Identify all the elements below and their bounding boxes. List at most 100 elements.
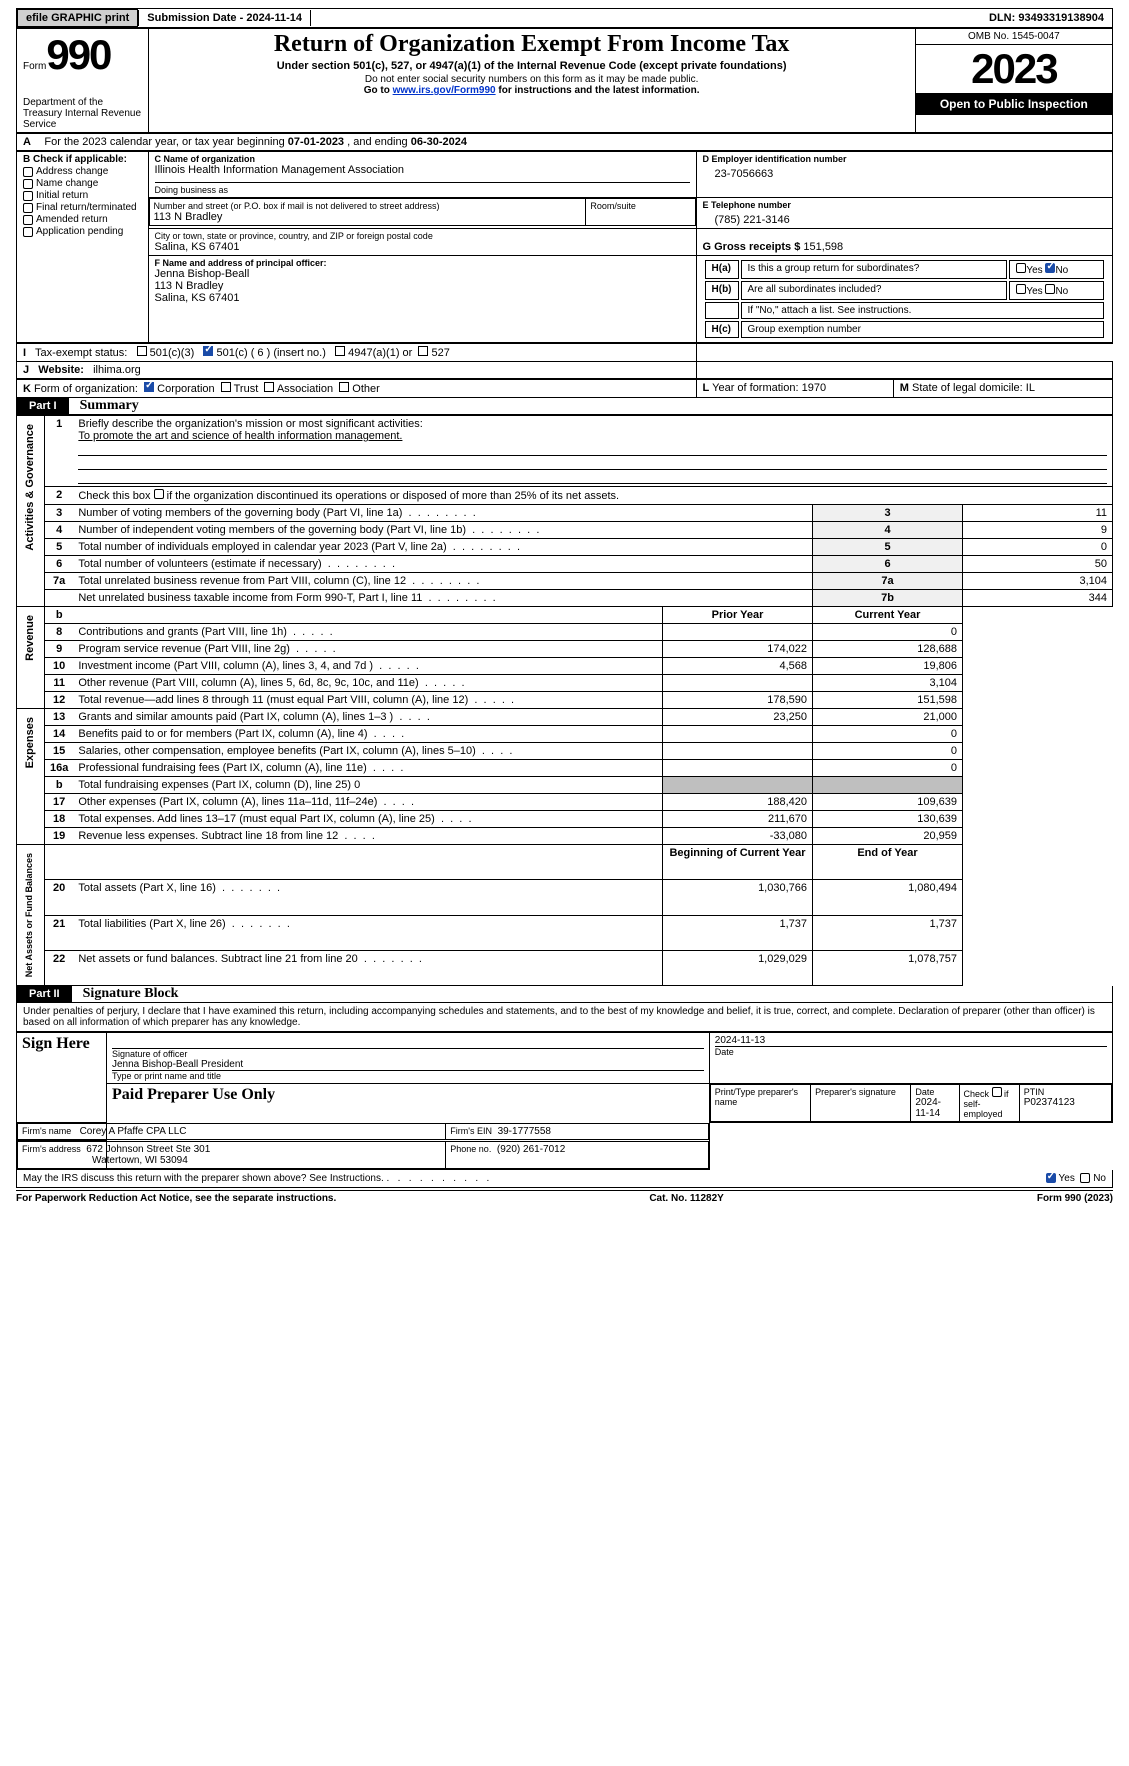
discuss-yes-label: Yes (1059, 1173, 1075, 1184)
check-trust[interactable] (221, 382, 231, 392)
section-side-label: Expenses (22, 711, 38, 774)
gross-receipts-label: G Gross receipts $ (703, 241, 804, 253)
summary-row: 15 Salaries, other compensation, employe… (17, 743, 1113, 760)
type-name-label: Type or print name and title (112, 1070, 704, 1081)
summary-row: 10 Investment income (Part VIII, column … (17, 658, 1113, 675)
footer-right: Form 990 (2023) (1037, 1193, 1113, 1204)
prep-date-value: 2024-11-14 (915, 1097, 954, 1119)
firm-phone-value: (920) 261-7012 (497, 1144, 565, 1155)
ha-text: Is this a group return for subordinates? (741, 260, 1008, 279)
check-other[interactable] (339, 382, 349, 392)
officer-sig-name: Jenna Bishop-Beall President (112, 1059, 704, 1070)
check-final-return[interactable]: Final return/terminated (23, 202, 142, 213)
form-org-label: Form of organization: (34, 383, 138, 395)
firm-addr1: 672 Johnson Street Ste 301 (86, 1144, 210, 1155)
check-name-change[interactable]: Name change (23, 178, 142, 189)
ha-yes-check[interactable] (1016, 263, 1026, 273)
goto-post: for instructions and the latest informat… (496, 85, 700, 96)
footer-left: For Paperwork Reduction Act Notice, see … (16, 1193, 336, 1204)
prep-sig-label: Preparer's signature (815, 1087, 906, 1097)
form-title: Return of Organization Exempt From Incom… (155, 31, 909, 58)
part2-header-row: Part II Signature Block (16, 986, 1113, 1003)
summary-row: Net unrelated business taxable income fr… (17, 590, 1113, 607)
phone-value: (785) 221-3146 (703, 210, 1106, 226)
dba-label: Doing business as (155, 182, 690, 195)
dln: DLN: 93493319138904 (981, 10, 1112, 26)
hc-text: Group exemption number (741, 321, 1104, 338)
discuss-no-check[interactable] (1080, 1173, 1090, 1183)
efile-print-button[interactable]: efile GRAPHIC print (17, 9, 138, 27)
tax-exempt-label: Tax-exempt status: (35, 347, 127, 359)
check-initial-return[interactable]: Initial return (23, 190, 142, 201)
form-number: 990 (46, 31, 110, 78)
section-side-label: Activities & Governance (22, 418, 38, 557)
check-name-change-label: Name change (36, 178, 98, 189)
period-text-b: , and ending (347, 136, 411, 148)
check-501c3[interactable] (137, 346, 147, 356)
summary-row: 22 Net assets or fund balances. Subtract… (17, 950, 1113, 985)
check-amended-return[interactable]: Amended return (23, 214, 142, 225)
ha-no-label: No (1055, 265, 1068, 276)
ssn-warning: Do not enter social security numbers on … (155, 74, 909, 85)
box-j-label: J (23, 364, 29, 376)
irs-link[interactable]: www.irs.gov/Form990 (393, 85, 496, 96)
hc-label: H(c) (712, 324, 731, 335)
officer-addr2: Salina, KS 67401 (155, 292, 690, 304)
room-label: Room/suite (590, 201, 690, 211)
check-self-employed[interactable] (992, 1087, 1002, 1097)
sig-officer-label: Signature of officer (112, 1049, 704, 1059)
section-side-label: Net Assets or Fund Balances (22, 847, 36, 983)
summary-row: 6 Total number of volunteers (estimate i… (17, 556, 1113, 573)
check-app-pending[interactable]: Application pending (23, 226, 142, 237)
hb-no-check[interactable] (1045, 284, 1055, 294)
submission-date-value: 2024-11-14 (246, 12, 302, 24)
org-name: Illinois Health Information Management A… (155, 164, 690, 176)
ha-no-check[interactable] (1045, 263, 1055, 273)
summary-row: 18 Total expenses. Add lines 13–17 (must… (17, 811, 1113, 828)
sig-date-value: 2024-11-13 (715, 1035, 1107, 1047)
opt-trust: Trust (234, 383, 259, 395)
summary-row: 17 Other expenses (Part IX, column (A), … (17, 794, 1113, 811)
summary-row: 2 Check this box if the organization dis… (17, 487, 1113, 505)
year-formation-value: 1970 (802, 382, 826, 394)
officer-addr1: 113 N Bradley (155, 280, 690, 292)
hb-note: If "No," attach a list. See instructions… (741, 302, 1104, 319)
check-corporation[interactable] (144, 382, 154, 392)
gross-receipts-value: 151,598 (803, 241, 843, 253)
state-domicile-value: IL (1026, 382, 1035, 394)
check-527[interactable] (418, 346, 428, 356)
tax-year: 2023 (916, 45, 1112, 93)
check-501c[interactable] (203, 346, 213, 356)
discuss-text: May the IRS discuss this return with the… (23, 1173, 384, 1184)
check-address-change[interactable]: Address change (23, 166, 142, 177)
summary-row: 14 Benefits paid to or for members (Part… (17, 726, 1113, 743)
website-value: ilhima.org (93, 364, 141, 376)
period-begin: 07-01-2023 (288, 136, 344, 148)
ha-label: H(a) (712, 263, 731, 274)
discuss-yes-check[interactable] (1046, 1173, 1056, 1183)
summary-row: Revenue b Prior Year Current Year (17, 607, 1113, 624)
form-org-block: K Form of organization: Corporation Trus… (16, 379, 1113, 398)
hb-yes-check[interactable] (1016, 284, 1026, 294)
part1-badge: Part I (17, 398, 69, 414)
check-4947[interactable] (335, 346, 345, 356)
state-domicile-label: State of legal domicile: (912, 382, 1026, 394)
form-header: Form990 Department of the Treasury Inter… (16, 28, 1113, 133)
box-b-label: B Check if applicable: (23, 154, 127, 165)
phone-label: E Telephone number (703, 200, 791, 210)
checkbox[interactable] (154, 489, 164, 499)
dept-treasury: Department of the Treasury Internal Reve… (23, 97, 142, 130)
summary-row: 21 Total liabilities (Part X, line 26) .… (17, 915, 1113, 950)
footer: For Paperwork Reduction Act Notice, see … (16, 1190, 1113, 1204)
check-association[interactable] (264, 382, 274, 392)
period-end: 06-30-2024 (411, 136, 467, 148)
prep-name-label: Print/Type preparer's name (715, 1087, 806, 1107)
ein-value: 23-7056663 (703, 164, 1106, 180)
firm-addr-label: Firm's address (22, 1144, 81, 1154)
opt-501c: 501(c) ( 6 ) (insert no.) (216, 347, 325, 359)
check-amended-return-label: Amended return (36, 214, 108, 225)
form-label: Form (23, 61, 46, 72)
opt-other: Other (352, 383, 380, 395)
part2-title: Signature Block (75, 986, 179, 1001)
submission-date-label: Submission Date - (147, 12, 246, 24)
